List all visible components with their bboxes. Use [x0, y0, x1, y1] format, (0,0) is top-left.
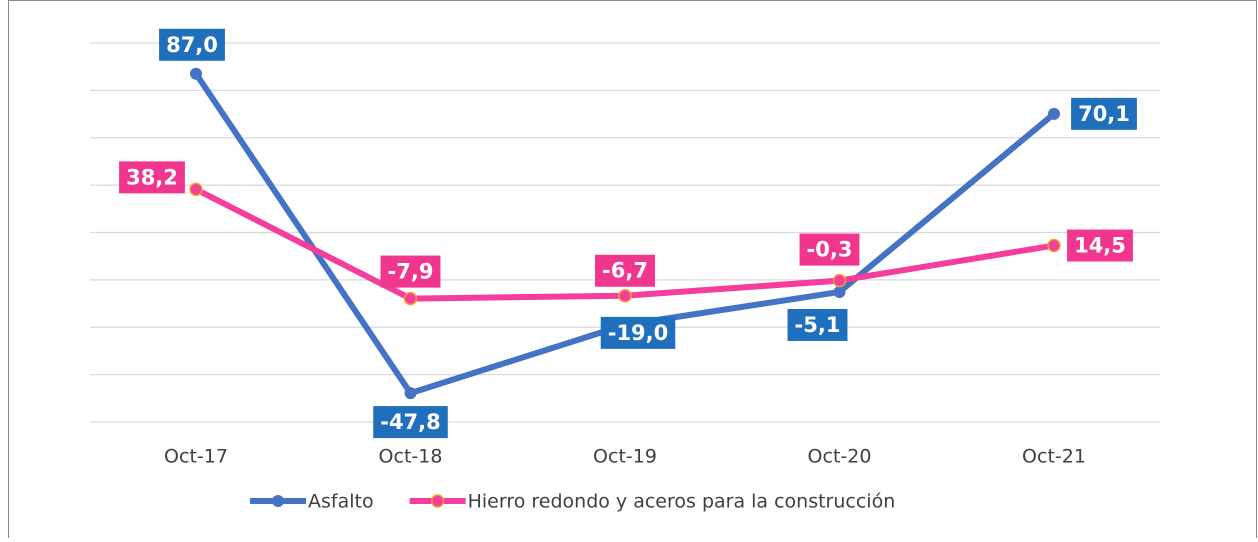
data-label-box — [799, 233, 860, 266]
x-tick-label: Oct-17 — [164, 446, 228, 468]
marker — [1048, 107, 1060, 120]
legend-marker — [272, 495, 284, 507]
data-label-box — [380, 255, 441, 288]
data-label: 38,2 — [126, 165, 178, 189]
data-label-box — [119, 161, 185, 194]
data-label: -47,8 — [380, 410, 441, 434]
data-label-box — [600, 316, 676, 349]
data-label: 70,1 — [1078, 102, 1130, 126]
legend-label: Asfalto — [308, 491, 374, 513]
x-tick-label: Oct-20 — [808, 446, 872, 468]
x-tick-label: Oct-18 — [379, 446, 443, 468]
marker — [403, 291, 418, 306]
marker — [189, 182, 203, 197]
marker — [404, 387, 417, 400]
legend-marker — [430, 494, 445, 508]
x-tick-label: Oct-19 — [593, 446, 657, 468]
data-label-box — [1071, 97, 1137, 130]
legend-label: Hierro redondo y aceros para la construc… — [468, 491, 896, 513]
marker — [190, 67, 202, 80]
data-label: 87,0 — [166, 33, 218, 57]
data-label: -0,3 — [807, 238, 853, 262]
data-label: -5,1 — [795, 313, 841, 337]
marker — [832, 273, 847, 288]
data-label: -6,7 — [602, 259, 648, 283]
marker — [618, 288, 632, 303]
marker — [833, 285, 846, 298]
data-label: 14,5 — [1074, 234, 1126, 258]
marker — [1047, 238, 1061, 253]
x-tick-label: Oct-21 — [1022, 446, 1086, 468]
data-label-box — [159, 28, 225, 61]
data-label-box — [373, 406, 448, 439]
data-label: -7,9 — [388, 260, 434, 284]
data-label: -19,0 — [608, 321, 669, 345]
data-label-box — [1067, 229, 1133, 262]
data-label-box — [787, 308, 848, 341]
data-label-box — [595, 254, 655, 287]
